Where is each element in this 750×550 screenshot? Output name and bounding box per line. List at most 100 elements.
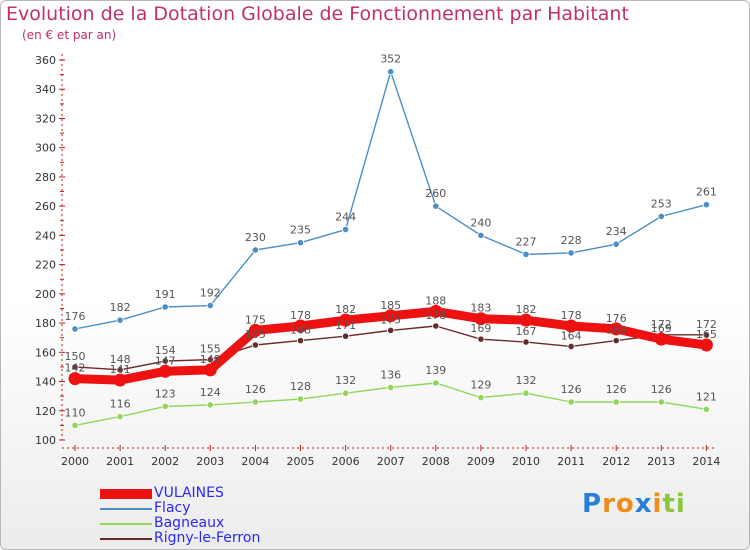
data-label-bagneaux: 129 (470, 379, 491, 392)
data-label-vulaines: 182 (335, 303, 356, 316)
data-label-rigny-le-ferron: 167 (516, 325, 537, 338)
data-label-vulaines: 148 (200, 353, 221, 366)
data-point-vulaines (248, 323, 262, 337)
data-point-rigny-le-ferron (612, 337, 620, 345)
data-label-flacy: 352 (380, 53, 401, 66)
data-label-rigny-le-ferron: 148 (110, 353, 131, 366)
data-point-flacy (161, 303, 169, 311)
data-point-vulaines (158, 364, 172, 378)
data-point-flacy (522, 250, 530, 258)
data-point-rigny-le-ferron (341, 332, 350, 340)
data-label-bagneaux: 110 (65, 406, 86, 419)
data-point-flacy (477, 231, 485, 239)
data-label-flacy: 191 (155, 288, 176, 301)
data-label-bagneaux: 126 (606, 383, 627, 396)
data-point-vulaines (519, 313, 533, 327)
data-label-flacy: 176 (65, 310, 86, 323)
x-tick-label: 2003 (196, 455, 224, 468)
data-point-flacy (71, 325, 79, 333)
data-point-rigny-le-ferron (522, 338, 530, 346)
data-point-bagneaux (251, 398, 259, 406)
y-tick-label: 200 (35, 288, 56, 301)
x-tick-label: 2013 (647, 455, 675, 468)
y-tick-label: 260 (35, 200, 56, 213)
data-point-bagneaux (567, 398, 575, 406)
data-point-rigny-le-ferron (71, 363, 79, 371)
data-point-flacy (341, 225, 350, 234)
data-point-rigny-le-ferron (296, 337, 305, 345)
data-label-vulaines: 165 (696, 328, 717, 341)
data-point-flacy (702, 201, 711, 209)
y-tick-label: 220 (35, 259, 56, 272)
legend-label: Rigny-le-Ferron (154, 530, 261, 546)
data-point-flacy (296, 239, 305, 247)
data-label-vulaines: 183 (470, 302, 491, 315)
data-point-flacy (612, 240, 620, 248)
data-point-flacy (206, 301, 214, 310)
data-label-flacy: 227 (516, 235, 537, 248)
data-label-rigny-le-ferron: 175 (380, 313, 401, 326)
data-label-vulaines: 188 (425, 294, 446, 307)
y-tick-label: 300 (35, 142, 56, 155)
data-point-bagneaux (296, 395, 305, 403)
data-label-flacy: 234 (606, 225, 627, 238)
data-label-bagneaux: 126 (651, 383, 672, 396)
data-point-vulaines (294, 319, 307, 333)
data-point-vulaines (609, 322, 623, 336)
data-label-rigny-le-ferron: 171 (335, 319, 356, 332)
data-point-vulaines (654, 332, 668, 346)
x-tick-label: 2005 (287, 455, 315, 468)
data-label-rigny-le-ferron: 165 (245, 328, 266, 341)
data-label-flacy: 192 (200, 287, 221, 300)
data-point-bagneaux (387, 383, 395, 391)
data-point-vulaines (68, 372, 82, 386)
data-point-vulaines (474, 312, 488, 326)
legend-label: VULAINES (154, 485, 224, 501)
data-label-rigny-le-ferron: 168 (606, 324, 627, 337)
data-point-bagneaux (341, 389, 350, 397)
data-label-bagneaux: 121 (696, 390, 717, 403)
data-label-flacy: 240 (470, 216, 491, 229)
data-label-vulaines: 141 (110, 363, 131, 376)
data-label-flacy: 253 (651, 197, 672, 210)
y-tick-label: 100 (35, 434, 56, 447)
data-label-bagneaux: 128 (290, 380, 311, 393)
y-tick-label: 240 (35, 229, 56, 242)
legend-label: Bagneaux (154, 515, 225, 531)
y-tick-label: 180 (35, 317, 56, 330)
data-label-vulaines: 178 (561, 309, 582, 322)
data-point-rigny-le-ferron (387, 326, 395, 334)
legend-swatch (100, 538, 152, 540)
data-label-rigny-le-ferron: 168 (290, 324, 311, 337)
data-label-rigny-le-ferron: 178 (425, 309, 446, 322)
x-tick-label: 2006 (332, 455, 360, 468)
legend-label: Flacy (154, 500, 191, 516)
x-tick-label: 2008 (422, 455, 450, 468)
data-point-vulaines (339, 313, 353, 327)
data-label-flacy: 260 (425, 187, 446, 200)
data-label-vulaines: 169 (651, 322, 672, 335)
data-label-rigny-le-ferron: 169 (470, 322, 491, 335)
data-point-rigny-le-ferron (161, 357, 169, 365)
data-label-rigny-le-ferron: 154 (155, 344, 176, 357)
y-tick-label: 140 (35, 376, 56, 389)
data-point-vulaines (429, 304, 443, 318)
data-label-flacy: 228 (561, 234, 582, 247)
x-tick-label: 2009 (467, 455, 495, 468)
data-point-bagneaux (116, 413, 124, 421)
logo-letter: P (582, 489, 603, 519)
data-point-flacy (387, 68, 395, 76)
data-label-bagneaux: 139 (425, 364, 446, 377)
x-tick-label: 2012 (602, 455, 630, 468)
x-tick-label: 2000 (61, 455, 89, 468)
y-tick-label: 280 (35, 171, 56, 184)
data-point-vulaines (699, 338, 713, 352)
data-point-vulaines (113, 373, 127, 387)
logo-letter: i (652, 489, 663, 519)
chart-title: Evolution de la Dotation Globale de Fonc… (6, 3, 629, 25)
data-point-rigny-le-ferron (432, 322, 440, 330)
y-tick-label: 120 (35, 405, 56, 418)
data-label-vulaines: 182 (516, 303, 537, 316)
